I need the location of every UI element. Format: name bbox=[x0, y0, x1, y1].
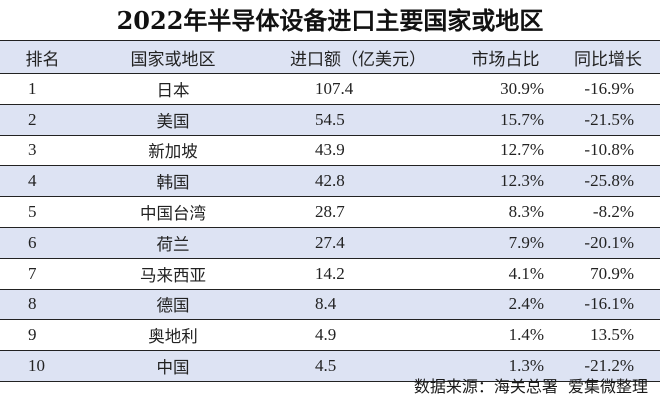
cell-country: 奥地利 bbox=[85, 319, 261, 352]
header-market-share: 市场占比 bbox=[455, 40, 556, 74]
cell-market-share: 1.4% bbox=[455, 319, 556, 352]
cell-import-value: 54.5 bbox=[261, 104, 455, 136]
cell-country: 德国 bbox=[85, 289, 261, 321]
cell-import-value: 107.4 bbox=[261, 73, 455, 105]
cell-yoy-growth: 70.9% bbox=[556, 258, 660, 290]
cell-market-share: 12.3% bbox=[455, 165, 556, 198]
table-row: 9 奥地利 4.9 1.4% 13.5% bbox=[0, 319, 660, 352]
table-row: 1 日本 107.4 30.9% -16.9% bbox=[0, 73, 660, 105]
cell-rank: 4 bbox=[0, 165, 85, 198]
header-rank: 排名 bbox=[0, 40, 85, 74]
cell-rank: 6 bbox=[0, 227, 85, 259]
header-country: 国家或地区 bbox=[85, 40, 261, 74]
table-header-row: 排名 国家或地区 进口额（亿美元） 市场占比 同比增长 bbox=[0, 40, 660, 74]
cell-import-value: 4.9 bbox=[261, 319, 455, 352]
page-title: 2022年半导体设备进口主要国家或地区 bbox=[116, 6, 544, 35]
table-row: 3 新加坡 43.9 12.7% -10.8% bbox=[0, 135, 660, 167]
cell-market-share: 4.1% bbox=[455, 258, 556, 290]
table-row: 7 马来西亚 14.2 4.1% 70.9% bbox=[0, 258, 660, 290]
cell-yoy-growth: -8.2% bbox=[556, 196, 660, 228]
cell-import-value: 43.9 bbox=[261, 135, 455, 167]
table-row: 4 韩国 42.8 12.3% -25.8% bbox=[0, 165, 660, 198]
cell-market-share: 2.4% bbox=[455, 289, 556, 321]
cell-yoy-growth: -25.8% bbox=[556, 165, 660, 198]
cell-country: 中国台湾 bbox=[85, 196, 261, 228]
cell-rank: 9 bbox=[0, 319, 85, 352]
cell-import-value: 28.7 bbox=[261, 196, 455, 228]
cell-rank: 1 bbox=[0, 73, 85, 105]
cell-yoy-growth: -21.2% bbox=[556, 350, 660, 382]
header-import-value: 进口额（亿美元） bbox=[261, 40, 455, 74]
cell-market-share: 30.9% bbox=[455, 73, 556, 105]
cell-yoy-growth: 13.5% bbox=[556, 319, 660, 352]
table-row: 2 美国 54.5 15.7% -21.5% bbox=[0, 104, 660, 136]
cell-market-share: 12.7% bbox=[455, 135, 556, 167]
cell-rank: 3 bbox=[0, 135, 85, 167]
data-source-note: 数据来源：海关总署 爱集微整理 bbox=[413, 377, 648, 396]
cell-import-value: 27.4 bbox=[261, 227, 455, 259]
cell-country: 美国 bbox=[85, 104, 261, 136]
cell-rank: 8 bbox=[0, 289, 85, 321]
cell-import-value: 42.8 bbox=[261, 165, 455, 198]
header-yoy-growth: 同比增长 bbox=[556, 40, 660, 74]
table-row: 8 德国 8.4 2.4% -16.1% bbox=[0, 289, 660, 321]
cell-market-share: 8.3% bbox=[455, 196, 556, 228]
cell-country: 中国 bbox=[85, 350, 261, 382]
cell-country: 韩国 bbox=[85, 165, 261, 198]
cell-market-share: 15.7% bbox=[455, 104, 556, 136]
cell-market-share: 7.9% bbox=[455, 227, 556, 259]
cell-import-value: 4.5 bbox=[261, 350, 455, 382]
cell-country: 马来西亚 bbox=[85, 258, 261, 290]
cell-import-value: 8.4 bbox=[261, 289, 455, 321]
cell-rank: 7 bbox=[0, 258, 85, 290]
table-row: 6 荷兰 27.4 7.9% -20.1% bbox=[0, 227, 660, 259]
cell-yoy-growth: -16.9% bbox=[556, 73, 660, 105]
cell-yoy-growth: -20.1% bbox=[556, 227, 660, 259]
cell-yoy-growth: -21.5% bbox=[556, 104, 660, 136]
cell-yoy-growth: -16.1% bbox=[556, 289, 660, 321]
cell-import-value: 14.2 bbox=[261, 258, 455, 290]
cell-rank: 2 bbox=[0, 104, 85, 136]
cell-country: 日本 bbox=[85, 73, 261, 105]
cell-country: 新加坡 bbox=[85, 135, 261, 167]
table-row: 10 中国 4.5 1.3% -21.2% bbox=[0, 350, 660, 382]
cell-rank: 5 bbox=[0, 196, 85, 228]
cell-country: 荷兰 bbox=[85, 227, 261, 259]
cell-rank: 10 bbox=[0, 350, 85, 382]
import-ranking-table: 排名 国家或地区 进口额（亿美元） 市场占比 同比增长 1 日本 107.4 3… bbox=[0, 40, 660, 382]
cell-yoy-growth: -10.8% bbox=[556, 135, 660, 167]
cell-market-share: 1.3% bbox=[455, 350, 556, 382]
table-row: 5 中国台湾 28.7 8.3% -8.2% bbox=[0, 196, 660, 228]
